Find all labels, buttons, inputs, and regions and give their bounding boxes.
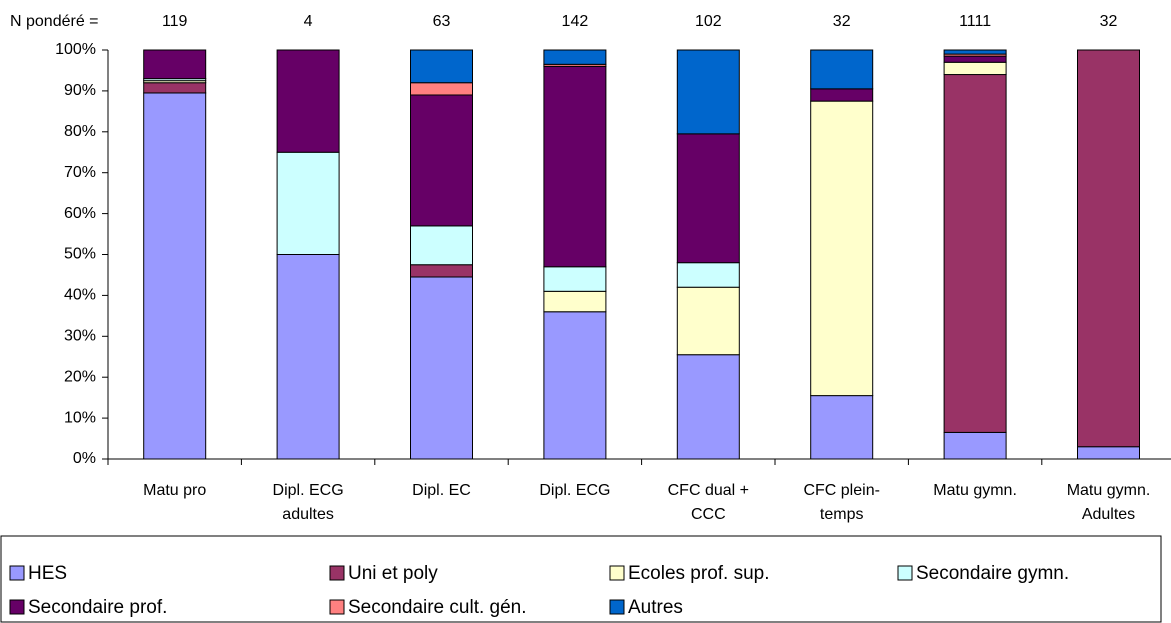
y-tick-label: 60%	[64, 205, 96, 222]
bar-segment	[543, 266, 607, 292]
bar-segment	[543, 65, 607, 268]
bar-segment	[543, 311, 607, 460]
bar-segment	[943, 74, 1007, 433]
x-tick-label: Dipl. ECG adultes	[272, 482, 344, 523]
bar-segment	[676, 262, 740, 288]
bar-segment	[810, 100, 874, 397]
bar-segment	[676, 286, 740, 356]
bar-segment	[276, 49, 340, 153]
bar-segment	[543, 290, 607, 313]
legend-label: Secondaire gymn.	[916, 563, 1069, 584]
n-value: 142	[562, 13, 589, 30]
legend-label: Autres	[628, 597, 683, 618]
x-tick-label: Matu pro	[143, 482, 207, 499]
bar-segment	[410, 276, 473, 460]
legend-swatch	[609, 565, 625, 581]
bar-segment	[410, 49, 473, 84]
bar-segment	[410, 225, 473, 266]
bar-segment	[943, 61, 1007, 76]
y-tick-label: 90%	[64, 82, 96, 99]
legend-swatch	[897, 565, 913, 581]
bar-segment	[676, 133, 740, 264]
bar-segment	[810, 395, 874, 460]
y-tick-label: 100%	[55, 41, 96, 58]
bar-segment	[410, 94, 473, 227]
legend-swatch	[329, 599, 345, 615]
x-tick-label: CFC plein-temps	[803, 482, 880, 523]
legend-swatch	[9, 565, 25, 581]
legend-label: HES	[28, 563, 67, 584]
bar-segment	[810, 88, 874, 102]
bar-segment	[676, 49, 740, 135]
bar-segment	[943, 49, 1007, 55]
legend-swatch	[329, 565, 345, 581]
bar-segment	[810, 49, 874, 90]
n-label: N pondéré =	[10, 13, 99, 30]
bar-segment	[1077, 446, 1140, 460]
bar-segment	[143, 82, 207, 94]
bar-segment	[276, 254, 340, 460]
legend-label: Secondaire cult. gén.	[348, 597, 527, 618]
n-value: 63	[433, 13, 451, 30]
n-value: 32	[1100, 13, 1118, 30]
n-value: 4	[304, 13, 313, 30]
y-tick-label: 0%	[73, 450, 96, 467]
y-tick-label: 20%	[64, 368, 96, 385]
n-value: 1111	[959, 13, 991, 30]
bar-segment	[543, 49, 607, 65]
y-tick-label: 30%	[64, 328, 96, 345]
n-value: 119	[162, 13, 188, 30]
bar-segment	[410, 82, 473, 96]
bar-segment	[676, 354, 740, 460]
bar-segment	[276, 151, 340, 255]
y-tick-label: 10%	[64, 409, 96, 426]
bar-segment	[143, 49, 207, 80]
n-value: 102	[695, 13, 722, 30]
legend-label: Uni et poly	[348, 563, 438, 584]
y-tick-label: 40%	[64, 287, 96, 304]
legend-label: Ecoles prof. sup.	[628, 563, 770, 584]
legend-label: Secondaire prof.	[28, 597, 167, 618]
x-tick-label: Dipl. ECG	[539, 482, 611, 499]
n-value: 32	[833, 13, 851, 30]
bar-segment	[1077, 49, 1140, 448]
y-tick-label: 50%	[64, 246, 96, 263]
bar-segment	[410, 264, 473, 278]
legend-swatch	[609, 599, 625, 615]
x-tick-label: Matu gymn. Adultes	[1066, 482, 1151, 523]
y-tick-label: 80%	[64, 123, 96, 140]
x-tick-label: CFC dual + CCC	[667, 482, 749, 523]
bar-segment	[943, 431, 1007, 460]
x-tick-label: Dipl. EC	[412, 482, 471, 499]
bar-segment	[143, 92, 207, 460]
bar-segment	[943, 55, 1007, 63]
y-tick-label: 70%	[64, 164, 96, 181]
x-tick-label: Matu gymn.	[933, 482, 1017, 499]
legend-swatch	[9, 599, 25, 615]
legend-box	[0, 535, 1162, 623]
